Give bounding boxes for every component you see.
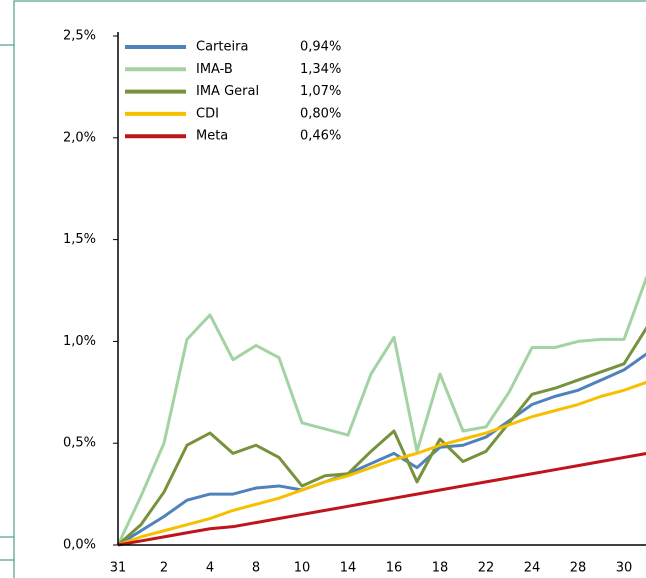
legend-value: 1,07% [300, 84, 341, 99]
legend-label: Carteira [196, 40, 248, 55]
series-line [117, 352, 646, 547]
x-tick-label: 4 [206, 561, 214, 576]
y-tick-label: 1,5% [63, 232, 96, 247]
x-tick-label: 18 [432, 561, 449, 576]
legend-value: 0,80% [300, 106, 341, 121]
series-line [116, 275, 646, 546]
legend-value: 0,46% [300, 129, 341, 144]
x-tick-label: 10 [294, 561, 311, 576]
x-tick-label: 2 [160, 561, 168, 576]
frame-bracket [0, 44, 15, 561]
y-tick-label: 0,5% [63, 436, 96, 451]
legend-label: IMA Geral [196, 84, 259, 99]
legend-label: IMA-B [196, 62, 233, 77]
legend-label: Meta [196, 129, 228, 144]
x-tick-label: 24 [524, 561, 541, 576]
x-tick-label: 22 [478, 561, 495, 576]
series-line [117, 380, 646, 547]
x-tick-label: 14 [340, 561, 357, 576]
legend-value: 0,94% [300, 40, 341, 55]
x-tick-label: 31 [110, 561, 127, 576]
y-tick-label: 0,0% [63, 538, 96, 553]
x-tick-label: 28 [570, 561, 587, 576]
legend-label: CDI [196, 106, 219, 121]
y-tick-label: 1,0% [63, 334, 96, 349]
x-tick-label: 30 [616, 561, 633, 576]
y-tick-label: 2,5% [63, 29, 96, 44]
legend-value: 1,34% [300, 62, 341, 77]
chart-frame [13, 0, 646, 578]
series-line [117, 326, 646, 547]
y-tick-label: 2,0% [63, 130, 96, 145]
x-tick-label: 8 [252, 561, 260, 576]
series-line [117, 452, 646, 547]
x-tick-label: 16 [386, 561, 403, 576]
